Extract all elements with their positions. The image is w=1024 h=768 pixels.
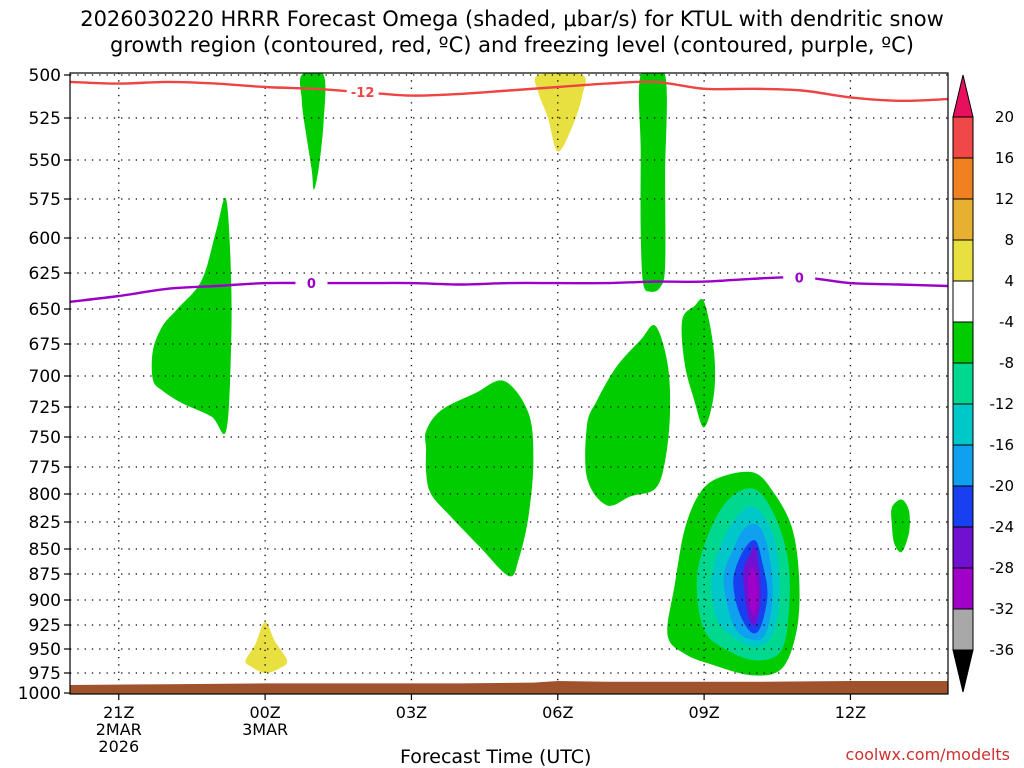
y-tick-label: 875 xyxy=(29,565,61,585)
y-tick-label: 750 xyxy=(29,428,61,448)
title-line-2: growth region (contoured, red, ºC) and f… xyxy=(110,33,914,57)
x-tick-label: 12Z xyxy=(835,703,866,722)
freezing-level-label: 0 xyxy=(307,277,316,292)
colorbar-swatch xyxy=(952,444,974,487)
y-tick-label: 500 xyxy=(29,66,61,86)
freezing-level-label-bg xyxy=(295,275,328,292)
x-axis-title: Forecast Time (UTC) xyxy=(400,746,592,768)
omega-region-2 xyxy=(424,380,534,577)
omega-shading xyxy=(151,73,910,676)
omega-region-6 xyxy=(891,499,910,553)
omega-region-0 xyxy=(151,197,232,435)
y-tick-label: 975 xyxy=(29,664,61,684)
omega-region-13 xyxy=(747,566,758,617)
omega-region-4 xyxy=(638,73,667,292)
x-tick-label: 06Z xyxy=(542,703,573,722)
dgz-contour-label-bg xyxy=(346,84,379,101)
colorbar-swatch xyxy=(952,198,974,241)
contour-labels: -12 0 0 xyxy=(295,84,816,292)
omega-region-3 xyxy=(585,324,671,506)
x-tick-label: 21Z xyxy=(103,703,134,722)
y-axis-ticks: 500 525 550 575 600 625 650 675 700 725 750 775 800 8… xyxy=(18,66,70,704)
x-tick-label: 3MAR xyxy=(242,720,288,739)
y-tick-label: 775 xyxy=(29,458,61,478)
colorbar-label: -16 xyxy=(990,436,1015,454)
colorbar-swatch xyxy=(952,239,974,282)
colorbar-swatch xyxy=(952,321,974,364)
colorbar-swatch xyxy=(952,608,974,651)
y-tick-label: 825 xyxy=(29,513,61,533)
x-tick-label: 00Z xyxy=(249,703,280,722)
omega-region-15 xyxy=(245,621,288,674)
colorbar-swatch xyxy=(952,280,974,323)
title-line-1: 2026030220 HRRR Forecast Omega (shaded, … xyxy=(80,7,944,31)
y-tick-label: 525 xyxy=(29,109,61,129)
y-tick-label: 700 xyxy=(29,367,61,387)
colorbar-label: -20 xyxy=(990,477,1015,495)
terrain-fill xyxy=(70,681,948,694)
grid-lines xyxy=(70,73,948,694)
contour-lines xyxy=(70,80,948,303)
freezing-level-label-bg xyxy=(783,269,816,286)
dgz-contour-line xyxy=(70,80,948,103)
colorbar-swatch xyxy=(952,567,974,610)
colorbar-label: 20 xyxy=(995,108,1014,126)
y-tick-label: 800 xyxy=(29,485,61,505)
colorbar-label: 4 xyxy=(1004,272,1014,290)
x-tick-label: 2026 xyxy=(98,737,139,756)
colorbar-bottom-arrow xyxy=(952,649,974,693)
colorbar-swatch xyxy=(952,485,974,528)
colorbar-label: -12 xyxy=(990,395,1015,413)
colorbar-label: -8 xyxy=(999,354,1014,372)
colorbar-swatch xyxy=(952,362,974,405)
y-tick-label: 550 xyxy=(29,151,61,171)
freezing-level-label: 0 xyxy=(795,271,804,286)
y-tick-label: 925 xyxy=(29,616,61,636)
colorbar-swatch xyxy=(952,526,974,569)
dgz-contour-label: -12 xyxy=(351,86,375,101)
y-tick-label: 675 xyxy=(29,335,61,355)
colorbar-label: 12 xyxy=(995,190,1014,208)
colorbar-label: -32 xyxy=(990,600,1015,618)
x-tick-label: 09Z xyxy=(688,703,719,722)
colorbar-label: -24 xyxy=(990,518,1015,536)
y-tick-label: 950 xyxy=(29,640,61,660)
colorbar-label: -28 xyxy=(990,559,1015,577)
y-tick-label: 725 xyxy=(29,398,61,418)
chart-title: 2026030220 HRRR Forecast Omega (shaded, … xyxy=(0,6,1024,58)
colorbar-label: 8 xyxy=(1004,231,1014,249)
y-tick-label: 575 xyxy=(29,190,61,210)
x-tick-label: 2MAR xyxy=(96,720,142,739)
credit-link[interactable]: coolwx.com/modelts xyxy=(845,745,1010,764)
omega-region-5 xyxy=(681,298,716,428)
y-tick-label: 1000 xyxy=(18,684,61,704)
y-tick-label: 650 xyxy=(29,300,61,320)
omega-region-14 xyxy=(534,73,586,152)
y-tick-label: 600 xyxy=(29,229,61,249)
colorbar-label: 16 xyxy=(995,149,1014,167)
colorbar-label: -4 xyxy=(999,313,1014,331)
colorbar-swatch xyxy=(952,403,974,446)
colorbar-label: -36 xyxy=(990,641,1015,659)
terrain-ground xyxy=(70,681,948,694)
plot-frame xyxy=(69,72,949,695)
colorbar-swatch xyxy=(952,116,974,159)
colorbar-top-arrow xyxy=(952,74,974,118)
y-tick-label: 625 xyxy=(29,264,61,284)
colorbar-swatch xyxy=(952,157,974,200)
y-tick-label: 900 xyxy=(29,591,61,611)
x-tick-label: 03Z xyxy=(396,703,427,722)
colorbar: 20 16 12 8 4 -4 -8 -12 -16 -20 -24 -28 -32 -36 xyxy=(952,74,1015,693)
y-tick-label: 850 xyxy=(29,540,61,560)
